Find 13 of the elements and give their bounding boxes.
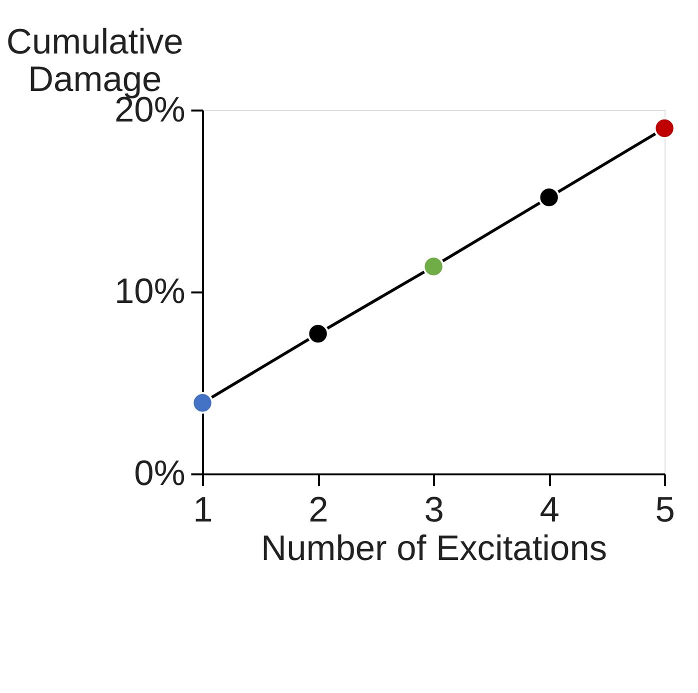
point (654, 117, 676, 140)
x-tick-label: 3 (424, 490, 444, 530)
x-axis-title: Number of Excitations (261, 528, 608, 568)
point (192, 392, 214, 414)
point (307, 322, 329, 345)
x-tick-label: 2 (308, 490, 328, 530)
y-tick-label: 10% (114, 272, 186, 312)
point (422, 256, 444, 278)
x-tick-label: 1 (193, 490, 213, 530)
x-tick-label: 4 (540, 490, 560, 530)
y-tick-label: 0% (134, 454, 186, 494)
point (538, 186, 560, 208)
x-tick-label: 5 (655, 490, 675, 530)
